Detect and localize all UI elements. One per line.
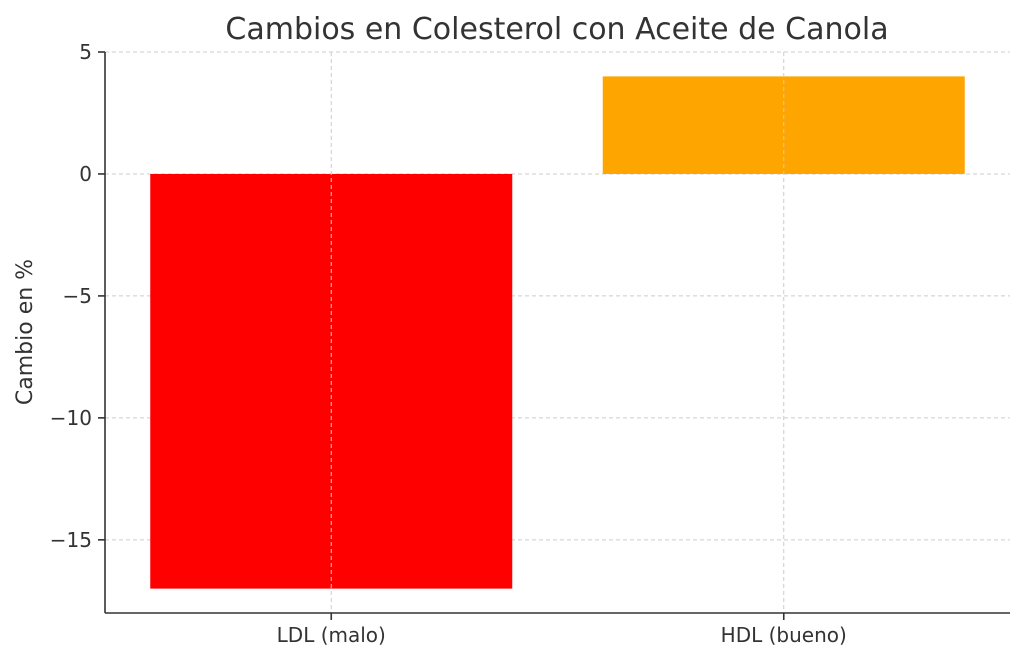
ticks: 5 0 −5 −10 −15 LDL (malo) HDL (bueno) <box>50 40 847 647</box>
y-tick-label: 5 <box>79 40 92 64</box>
y-tick-label: −15 <box>50 528 92 552</box>
x-tick-label: LDL (malo) <box>277 623 386 647</box>
y-axis-label: Cambio en % <box>13 259 38 405</box>
bars <box>150 76 965 589</box>
y-tick-label: 0 <box>79 162 92 186</box>
x-tick-label: HDL (bueno) <box>721 623 847 647</box>
chart-title: Cambios en Colesterol con Aceite de Cano… <box>225 12 888 47</box>
y-tick-label: −5 <box>63 284 92 308</box>
axes <box>104 52 1010 614</box>
y-tick-label: −10 <box>50 406 92 430</box>
